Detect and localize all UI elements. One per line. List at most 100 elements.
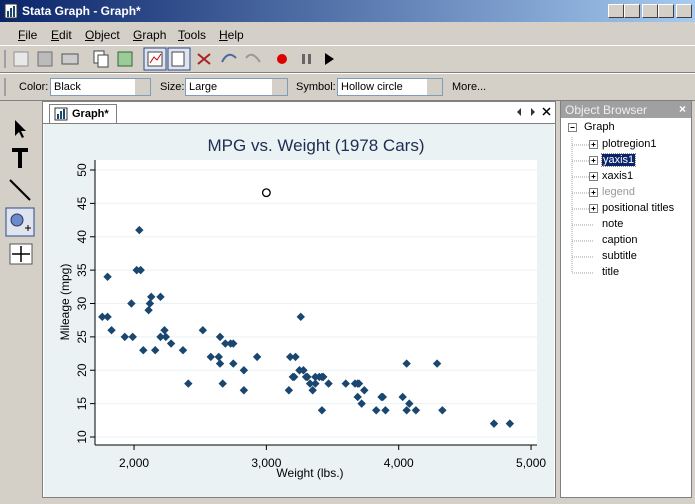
chart: MPG vs. Weight (1978 Cars) Weight (lbs.)… — [44, 124, 554, 497]
toolbar — [0, 45, 695, 73]
point — [381, 406, 390, 415]
more-button[interactable]: More... — [452, 81, 487, 93]
tree-toggle[interactable] — [589, 156, 598, 165]
app-icon — [4, 3, 18, 19]
tree-item[interactable]: note — [602, 218, 624, 230]
point — [398, 392, 407, 402]
point — [103, 272, 112, 282]
plot-region — [95, 160, 537, 445]
menu-item[interactable]: Graph — [133, 28, 167, 42]
title-bar: Stata Graph - Graph* — [0, 0, 695, 22]
point — [218, 379, 227, 388]
point — [357, 399, 366, 408]
point — [438, 406, 447, 415]
tree-toggle[interactable] — [567, 122, 579, 134]
pointer-tool[interactable] — [15, 120, 26, 138]
point — [215, 332, 225, 342]
object-browser-title: Object Browser — [565, 103, 648, 117]
tree-connector — [571, 233, 593, 249]
tool-icon[interactable] — [61, 53, 79, 65]
tool-icon[interactable] — [221, 53, 237, 63]
text-tool[interactable] — [12, 148, 28, 168]
y-axis-title: Mileage (mpg) — [58, 264, 72, 341]
object-browser-header: Object Browser × — [561, 101, 691, 118]
size-combo[interactable]: Large — [185, 78, 288, 96]
tree-item[interactable]: subtitle — [602, 250, 637, 262]
point — [372, 406, 381, 415]
symbol-label: Symbol: — [296, 81, 336, 93]
tree-item[interactable]: caption — [602, 234, 638, 246]
point — [341, 379, 350, 388]
point — [291, 352, 300, 362]
close-button[interactable] — [676, 4, 692, 18]
point — [144, 305, 153, 315]
menu-item[interactable]: Help — [219, 28, 244, 42]
point — [301, 372, 311, 382]
tool-icon[interactable] — [13, 51, 29, 67]
pause-button[interactable] — [302, 54, 311, 64]
tool-icon[interactable] — [197, 53, 211, 65]
tool-icon[interactable] — [93, 50, 109, 68]
point — [411, 406, 421, 415]
tree-item[interactable]: positional titles — [602, 202, 675, 214]
tree-item[interactable]: legend — [602, 186, 636, 198]
tree-item[interactable]: yaxis1 — [600, 153, 637, 167]
restore-button[interactable] — [624, 4, 640, 18]
tab-rule — [43, 123, 555, 124]
symbol-combo[interactable]: Hollow circle — [337, 78, 443, 96]
point — [160, 325, 169, 335]
menu-item[interactable]: Edit — [51, 28, 72, 42]
point — [215, 359, 225, 368]
color-combo[interactable]: Black — [50, 78, 151, 96]
tree-item[interactable]: plotregion1 — [602, 138, 657, 150]
point — [296, 312, 305, 322]
tree-connector — [571, 153, 598, 169]
point — [354, 379, 364, 388]
point — [505, 419, 515, 428]
move-tool[interactable] — [9, 243, 33, 265]
tool-icon[interactable] — [37, 51, 53, 67]
minimize-button[interactable] — [642, 4, 658, 18]
point — [377, 392, 386, 402]
play-button[interactable] — [325, 53, 334, 65]
help-button[interactable] — [608, 4, 624, 18]
tool-icon[interactable] — [167, 47, 191, 71]
tree-toggle[interactable] — [589, 204, 598, 213]
y-tick-label: 20 — [75, 363, 89, 377]
tool-icon[interactable] — [245, 53, 261, 63]
point — [239, 366, 249, 375]
browser-close[interactable]: × — [678, 102, 686, 116]
point — [178, 346, 188, 355]
tree-root[interactable]: Graph — [584, 121, 615, 133]
x-tick-label: 3,000 — [251, 456, 281, 470]
menu-item[interactable]: File — [18, 28, 38, 42]
marker-tool[interactable] — [5, 207, 35, 237]
y-tick-label: 35 — [75, 263, 89, 277]
point — [402, 406, 411, 415]
menu-item[interactable]: Object — [85, 28, 120, 42]
point — [214, 352, 223, 362]
tree-item[interactable]: title — [602, 266, 620, 278]
tool-icon[interactable] — [143, 47, 167, 71]
maximize-button[interactable] — [658, 4, 674, 18]
point — [353, 392, 362, 402]
tool-palette — [0, 102, 40, 498]
record-button[interactable] — [277, 54, 287, 64]
graph-tab[interactable]: Graph* — [49, 104, 117, 123]
tree-item[interactable]: xaxis1 — [602, 170, 634, 182]
y-tick-label: 50 — [75, 163, 89, 177]
point — [136, 265, 145, 275]
tree-connector — [571, 265, 593, 274]
tree-toggle[interactable] — [589, 140, 598, 149]
tool-icon[interactable] — [117, 51, 133, 67]
tree-toggle[interactable] — [589, 188, 598, 197]
point — [317, 372, 327, 382]
tree-connector — [571, 249, 593, 265]
tree-toggle[interactable] — [589, 172, 598, 181]
point — [107, 325, 116, 335]
line-tool[interactable] — [9, 179, 31, 201]
y-tick-label: 40 — [75, 230, 89, 244]
point — [299, 366, 308, 375]
menu-item[interactable]: Tools — [178, 28, 207, 42]
point — [317, 406, 327, 415]
